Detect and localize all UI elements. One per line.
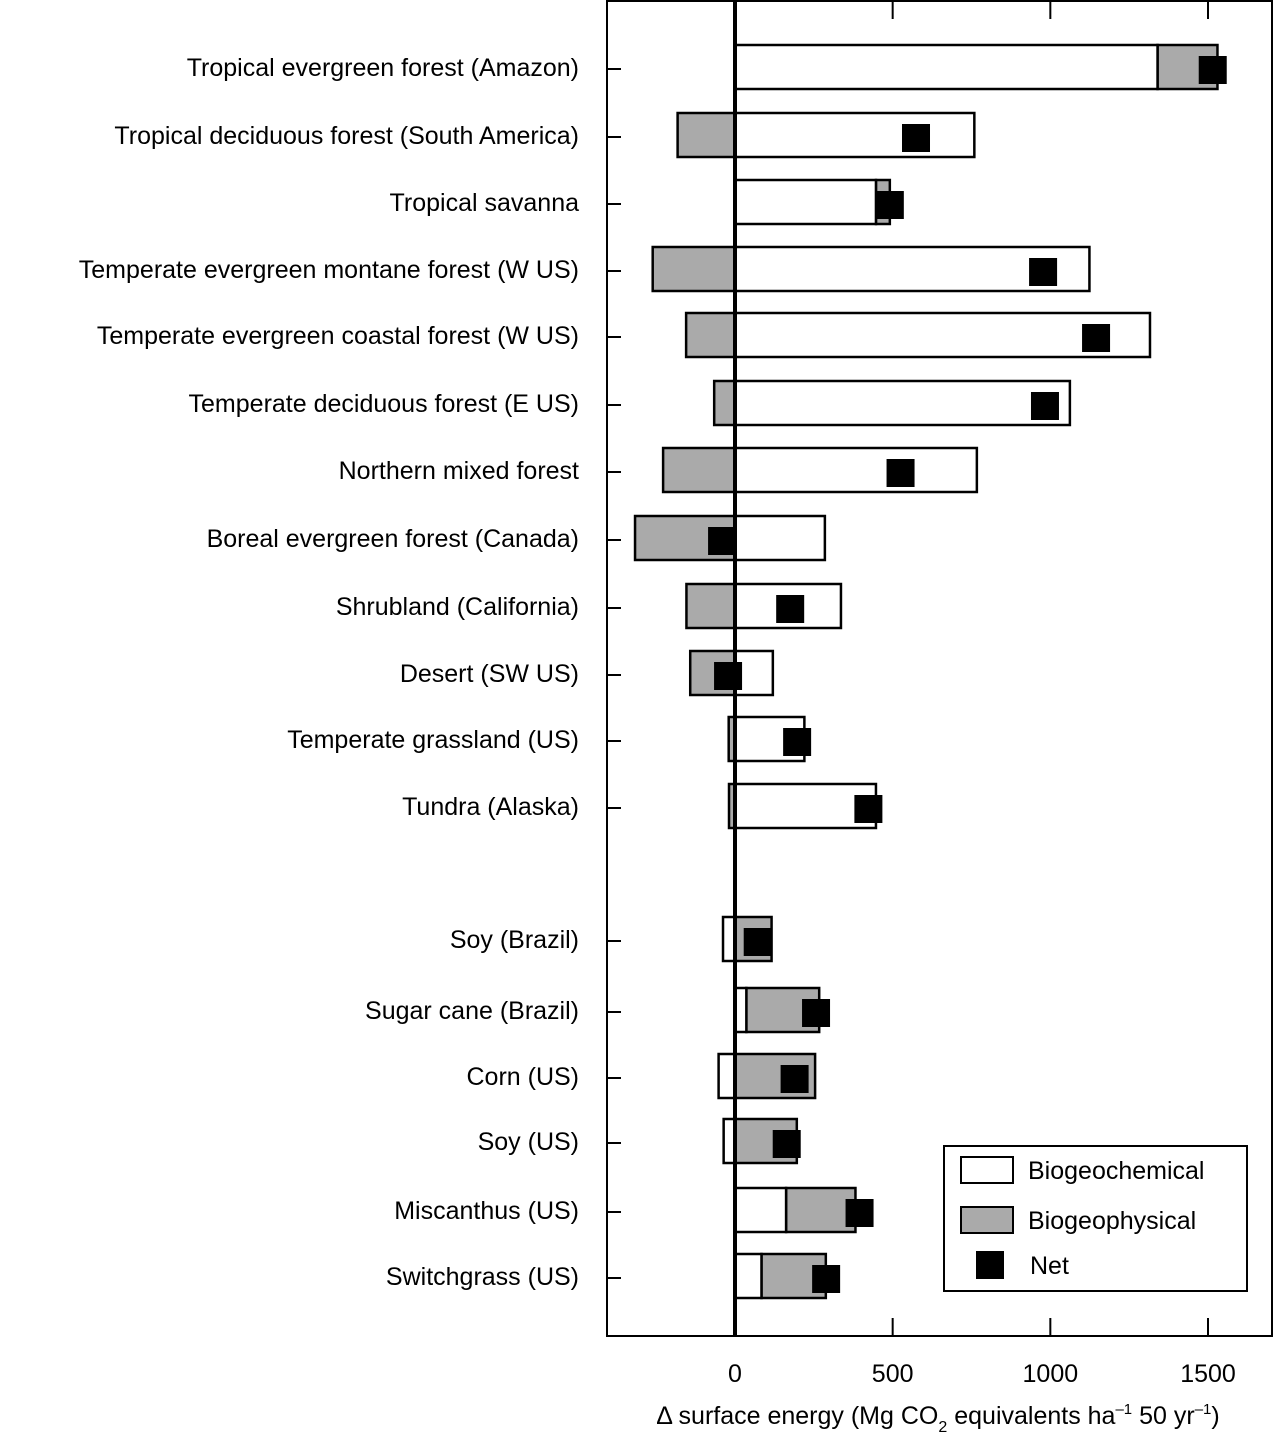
category-label: Soy (US) xyxy=(478,1128,579,1156)
biogeochemical-bar xyxy=(733,1186,788,1234)
category-label: Shrubland (California) xyxy=(336,593,579,621)
x-tick-label: 1000 xyxy=(1023,1360,1079,1388)
legend-swatch-net xyxy=(976,1251,1004,1279)
net-marker xyxy=(886,459,915,487)
legend-label-biogeochemical: Biogeochemical xyxy=(1028,1157,1205,1185)
category-label: Tundra (Alaska) xyxy=(402,793,579,821)
net-marker xyxy=(772,1130,801,1158)
category-labels: Tropical evergreen forest (Amazon) Tropic… xyxy=(79,54,579,1291)
category-label: Switchgrass (US) xyxy=(386,1263,579,1291)
x-tick-labels: 0 500 1000 1500 xyxy=(728,1360,1236,1388)
x-tick-label: 1500 xyxy=(1180,1360,1236,1388)
net-marker xyxy=(875,191,904,219)
legend-label-net: Net xyxy=(1030,1252,1069,1280)
biogeochemical-bar xyxy=(733,1252,763,1300)
net-markers xyxy=(708,56,1227,1293)
biogeochemical-bar xyxy=(733,379,1072,427)
biogeochemical-bar xyxy=(733,649,775,697)
legend-swatch-biogeochemical xyxy=(960,1156,1014,1184)
legend-swatch-biogeophysical xyxy=(960,1206,1014,1234)
legend: Biogeochemical Biogeophysical Net xyxy=(943,1145,1248,1292)
net-marker xyxy=(802,999,831,1027)
category-label: Desert (SW US) xyxy=(400,660,579,688)
x-axis-label: Δ surface energy (Mg CO2 equivalents ha–… xyxy=(656,1401,1219,1436)
biogeochemical-bar xyxy=(733,111,976,159)
net-marker xyxy=(776,595,805,623)
x-tick-label: 500 xyxy=(872,1360,914,1388)
x-axis-label-prefix: Δ surface energy (Mg CO xyxy=(656,1402,938,1430)
net-marker xyxy=(1030,392,1059,420)
category-label: Sugar cane (Brazil) xyxy=(365,997,579,1025)
x-axis-label-middle: equivalents ha xyxy=(947,1402,1115,1430)
net-marker xyxy=(708,527,737,555)
net-marker xyxy=(780,1065,809,1093)
net-marker xyxy=(845,1199,874,1227)
biogeochemical-bar xyxy=(717,1052,737,1100)
biogeochemical-bar xyxy=(733,446,979,494)
net-marker xyxy=(812,1265,841,1293)
biogeophysical-bar xyxy=(661,446,737,494)
category-label: Corn (US) xyxy=(466,1063,579,1091)
net-marker xyxy=(854,795,883,823)
bars xyxy=(633,43,1219,1300)
category-label: Temperate evergreen coastal forest (W US… xyxy=(97,322,579,350)
x-axis-label-superscript-1: –1 xyxy=(1115,1401,1132,1418)
biogeochemical-bar xyxy=(733,43,1159,91)
legend-label-biogeophysical: Biogeophysical xyxy=(1028,1207,1196,1235)
category-label: Boreal evergreen forest (Canada) xyxy=(207,525,579,553)
plot-frame xyxy=(606,0,1273,1337)
category-label: Tropical evergreen forest (Amazon) xyxy=(187,54,579,82)
x-axis-label-superscript-2: –1 xyxy=(1195,1401,1212,1418)
net-marker xyxy=(743,928,772,956)
category-label: Tropical savanna xyxy=(390,189,580,217)
x-axis-label-subscript: 2 xyxy=(938,1419,947,1436)
category-label: Temperate evergreen montane forest (W US… xyxy=(79,256,579,284)
x-axis-label-middle-2: 50 yr xyxy=(1132,1402,1195,1430)
category-label: Northern mixed forest xyxy=(339,457,579,485)
net-marker xyxy=(1082,324,1111,352)
net-marker xyxy=(714,662,743,690)
biogeochemical-bar xyxy=(733,178,878,226)
category-label: Miscanthus (US) xyxy=(394,1197,579,1225)
category-label: Temperate grassland (US) xyxy=(287,726,579,754)
category-label: Tropical deciduous forest (South America… xyxy=(114,122,579,150)
category-label: Soy (Brazil) xyxy=(450,926,579,954)
biogeophysical-bar xyxy=(685,582,737,630)
biogeophysical-bar xyxy=(676,111,737,159)
biogeophysical-bar xyxy=(684,311,737,359)
biogeophysical-bar xyxy=(712,379,737,427)
net-marker xyxy=(783,728,812,756)
biogeophysical-bar xyxy=(784,1186,857,1234)
net-marker xyxy=(1198,56,1227,84)
biogeophysical-bar xyxy=(651,245,737,293)
x-axis-label-suffix: ) xyxy=(1211,1402,1219,1430)
category-label: Temperate deciduous forest (E US) xyxy=(189,390,579,418)
x-tick-label: 0 xyxy=(728,1360,742,1388)
net-marker xyxy=(902,124,931,152)
axis-ticks xyxy=(607,1,1209,1336)
biogeochemical-bar xyxy=(733,514,827,562)
net-marker xyxy=(1029,258,1058,286)
